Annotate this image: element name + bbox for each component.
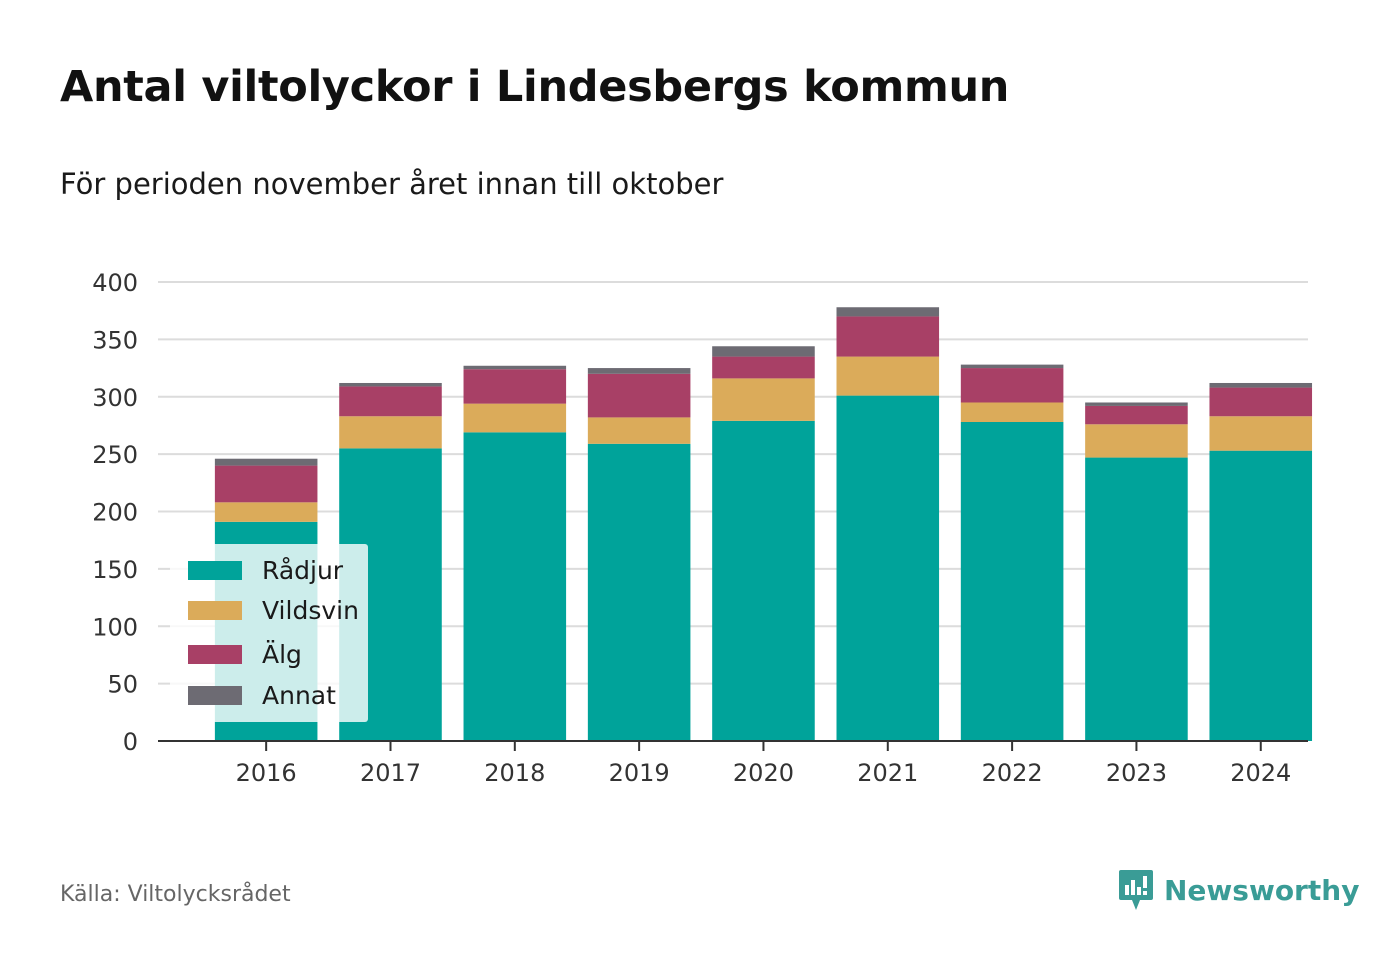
bar-segment-vildsvin-2017 (339, 416, 442, 449)
y-tick-label: 400 (92, 269, 138, 297)
legend-swatch-radjur (188, 560, 242, 580)
chart-subtitle: För perioden november året innan till ok… (60, 167, 724, 201)
x-tick-label: 2019 (609, 759, 670, 787)
bar-segment-alg-2018 (463, 369, 567, 404)
bar-segment-alg-2019 (587, 373, 691, 418)
bar-segment-vildsvin-2016 (214, 502, 318, 522)
y-tick-label: 200 (92, 499, 138, 527)
bar-segment-vildsvin-2024 (1209, 416, 1313, 451)
bar-segment-radjur-2022 (960, 421, 1064, 741)
bar-segment-annat-2017 (339, 382, 442, 387)
legend-label-radjur: Rådjur (262, 555, 344, 585)
x-tick-label: 2022 (982, 759, 1043, 787)
y-tick-label: 150 (92, 556, 138, 584)
legend-swatch-alg (188, 644, 242, 664)
bar-segment-annat-2020 (712, 346, 815, 357)
x-tick-label: 2017 (360, 759, 421, 787)
legend-item-annat: Annat (188, 678, 336, 712)
x-axis (158, 740, 1308, 751)
bar-segment-alg-2021 (836, 316, 940, 357)
source-note: Källa: Viltolycksrådet (60, 882, 291, 907)
y-tick-label: 0 (123, 728, 138, 756)
x-axis-tick-labels: 2016 2017 2018 2019 2020 2021 2022 2023 2024 (236, 759, 1292, 787)
chat-bar-chart-icon (1119, 870, 1153, 910)
bar-segment-vildsvin-2021 (836, 356, 940, 396)
chart-legend: Rådjur Vildsvin Älg Annat (170, 544, 368, 722)
x-tick-label: 2024 (1230, 759, 1291, 787)
y-tick-label: 300 (92, 384, 138, 412)
x-tick-label: 2018 (484, 759, 545, 787)
legend-item-alg: Älg (188, 637, 302, 671)
x-tick-label: 2020 (733, 759, 794, 787)
bar-segment-vildsvin-2023 (1085, 424, 1188, 458)
bar-segment-annat-2019 (587, 368, 691, 374)
legend-item-vildsvin: Vildsvin (188, 593, 359, 627)
bar-segment-alg-2016 (214, 465, 318, 503)
y-axis-tick-labels: 0 50 100 150 200 250 300 350 400 (92, 269, 138, 756)
bar-segment-alg-2023 (1085, 405, 1188, 425)
bar-segment-radjur-2018 (463, 432, 567, 741)
legend-label-annat: Annat (262, 680, 336, 710)
bars (214, 307, 1313, 741)
chart-title: Antal viltolyckor i Lindesbergs kommun (60, 62, 1010, 112)
bar-segment-annat-2018 (463, 365, 567, 370)
bar-segment-alg-2024 (1209, 387, 1313, 417)
y-tick-label: 250 (92, 441, 138, 469)
bar-segment-vildsvin-2020 (712, 378, 815, 421)
bar-segment-alg-2022 (960, 368, 1064, 403)
bar-segment-vildsvin-2019 (587, 417, 691, 444)
legend-item-radjur: Rådjur (188, 553, 343, 587)
legend-label-alg: Älg (262, 639, 302, 669)
bar-segment-annat-2021 (836, 307, 940, 317)
bar-segment-annat-2022 (960, 364, 1064, 369)
bar-segment-annat-2023 (1085, 402, 1188, 406)
y-tick-label: 50 (107, 671, 138, 699)
x-tick-label: 2016 (236, 759, 297, 787)
brand-logo: Newsworthy (1118, 868, 1359, 912)
bar-segment-alg-2017 (339, 386, 442, 417)
bar-segment-radjur-2020 (712, 420, 815, 741)
y-tick-label: 350 (92, 326, 138, 354)
brand-name: Newsworthy (1164, 873, 1360, 907)
y-tick-label: 100 (92, 613, 138, 641)
x-tick-label: 2021 (857, 759, 918, 787)
x-tick-label: 2023 (1106, 759, 1167, 787)
bar-segment-radjur-2023 (1085, 457, 1188, 741)
bar-segment-alg-2020 (712, 356, 815, 379)
bar-segment-vildsvin-2022 (960, 402, 1064, 422)
bar-segment-vildsvin-2018 (463, 403, 567, 433)
legend-label-vildsvin: Vildsvin (262, 595, 359, 625)
bar-segment-annat-2016 (214, 458, 318, 466)
legend-swatch-annat (188, 685, 242, 705)
bar-segment-radjur-2024 (1209, 450, 1313, 741)
bar-segment-radjur-2019 (587, 443, 691, 741)
bar-segment-annat-2024 (1209, 382, 1313, 388)
bar-segment-radjur-2021 (836, 395, 940, 741)
legend-swatch-vildsvin (188, 600, 242, 620)
